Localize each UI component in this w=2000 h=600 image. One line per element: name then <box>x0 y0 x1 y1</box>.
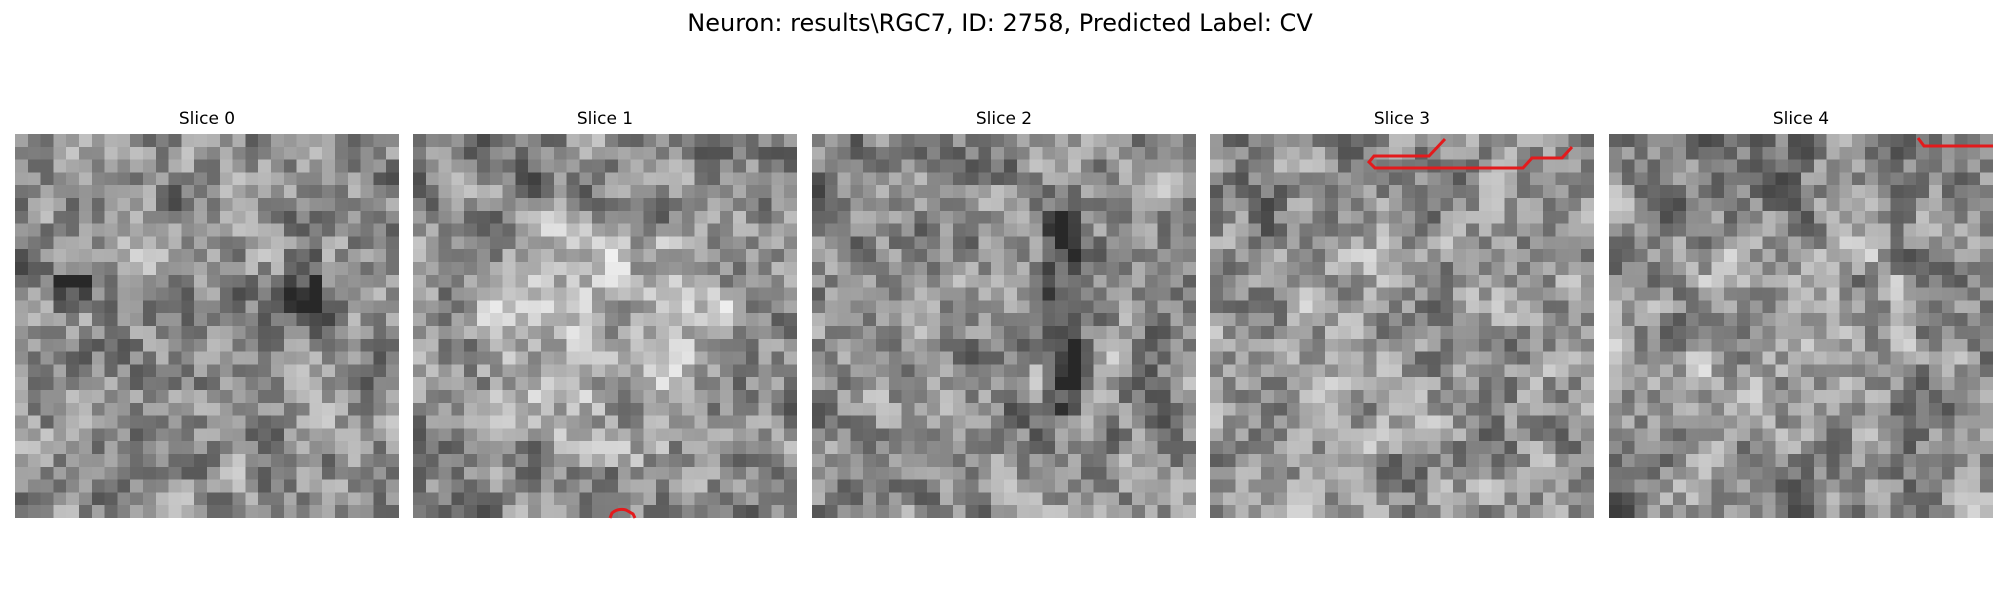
slice-title: Slice 3 <box>1373 109 1431 129</box>
slice-panel-3: Slice 3 <box>1210 0 1594 600</box>
slice-title: Slice 2 <box>975 109 1033 129</box>
slice-image <box>1609 134 1993 518</box>
slice-panel-4: Slice 4 <box>1609 0 1993 600</box>
slice-panel-0: Slice 0 <box>15 0 399 600</box>
slice-panel-2: Slice 2 <box>812 0 1196 600</box>
slice-image <box>413 134 797 518</box>
contour-overlay <box>608 507 637 519</box>
slice-panel-1: Slice 1 <box>413 0 797 600</box>
red-corner-contour <box>1916 137 1993 148</box>
slice-title: Slice 0 <box>178 109 236 129</box>
red-arc-contour <box>608 507 637 519</box>
slice-image <box>812 134 1196 518</box>
slice-image <box>1210 134 1594 518</box>
red-step-contour <box>1366 137 1574 170</box>
contour-overlay <box>1916 137 1993 148</box>
figure-title: Neuron: results\RGC7, ID: 2758, Predicte… <box>687 9 1313 37</box>
slice-image <box>15 134 399 518</box>
slice-title: Slice 1 <box>576 109 634 129</box>
contour-overlay <box>1366 137 1574 170</box>
slice-title: Slice 4 <box>1772 109 1830 129</box>
